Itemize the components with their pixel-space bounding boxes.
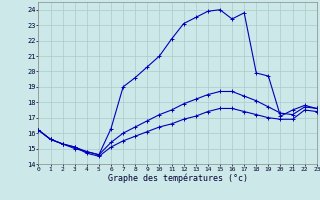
X-axis label: Graphe des températures (°c): Graphe des températures (°c) — [108, 173, 248, 183]
